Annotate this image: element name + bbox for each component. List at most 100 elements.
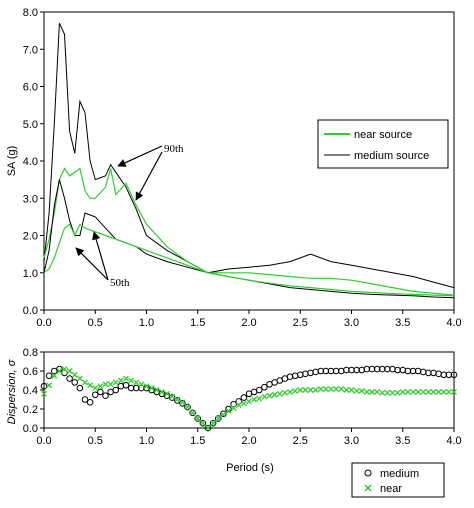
near-dispersion-point xyxy=(440,388,447,395)
near-dispersion-point xyxy=(451,388,457,395)
near-dispersion-point xyxy=(394,389,401,396)
near-dispersion-point xyxy=(164,390,170,397)
near-dispersion-point xyxy=(107,381,114,388)
legend-near-label: near source xyxy=(354,129,412,141)
medium-dispersion-point xyxy=(91,391,99,399)
x-tick-label: 3.0 xyxy=(344,317,359,329)
near-dispersion-point xyxy=(410,388,416,395)
annotation-50th: 50th xyxy=(110,277,130,289)
near-dispersion-point xyxy=(87,382,94,389)
near-dispersion-point xyxy=(102,381,109,388)
medium-dispersion-point xyxy=(102,392,109,400)
near-dispersion-point xyxy=(61,366,68,373)
x-tick-label: 0.5 xyxy=(88,317,103,329)
x-tick-label: 3.0 xyxy=(344,435,359,447)
near-dispersion-point xyxy=(148,385,155,392)
near-dispersion-point xyxy=(317,386,324,393)
near-dispersion-point xyxy=(46,382,53,389)
medium-dispersion-point xyxy=(81,396,89,403)
x-tick-label: 1.5 xyxy=(190,317,205,329)
near-dispersion-point xyxy=(240,400,247,407)
medium-dispersion-point xyxy=(255,386,263,394)
near-source-50th-line xyxy=(43,223,455,297)
near-dispersion-point xyxy=(297,387,304,393)
legend-near-marker xyxy=(364,484,372,492)
medium-dispersion-point xyxy=(45,372,53,380)
near-dispersion-point xyxy=(133,379,140,386)
near-dispersion-point xyxy=(76,375,83,382)
medium-dispersion-point xyxy=(40,382,48,390)
legend-box xyxy=(351,462,445,498)
medium-dispersion-point xyxy=(97,388,104,396)
near-dispersion-point xyxy=(143,383,150,390)
near-dispersion-point xyxy=(179,399,186,406)
y-tick-label: 2.0 xyxy=(23,231,38,243)
near-dispersion-point xyxy=(128,377,135,384)
near-dispersion-point xyxy=(92,385,99,392)
sa-series xyxy=(43,22,455,299)
dispersion-legend: medium near xyxy=(351,462,445,498)
y-tick-label: 7.0 xyxy=(23,44,38,56)
near-dispersion-point xyxy=(230,405,237,412)
medium-dispersion-point xyxy=(240,394,248,401)
near-dispersion-point xyxy=(328,386,334,393)
medium-dispersion-point xyxy=(189,409,196,417)
dispersion-y-ticks: 0.0 0.2 0.4 0.6 0.8 xyxy=(23,347,44,435)
x-tick-label: 4.0 xyxy=(446,317,461,329)
dispersion-y-axis-label: Dispersion, σ xyxy=(6,359,18,424)
near-dispersion-point xyxy=(420,388,427,395)
near-dispersion-point xyxy=(322,386,329,393)
x-tick-label: 0.5 xyxy=(88,435,103,447)
near-dispersion-point xyxy=(276,390,283,397)
near-dispersion-point xyxy=(435,388,442,395)
near-dispersion-point xyxy=(66,368,73,374)
near-dispersion-point xyxy=(307,387,314,393)
near-dispersion-point xyxy=(112,379,119,386)
near-dispersion-point xyxy=(251,396,258,403)
near-dispersion-point xyxy=(261,393,268,400)
dispersion-series xyxy=(40,365,458,432)
y-tick-label: 3.0 xyxy=(23,193,38,205)
legend-medium-marker xyxy=(364,469,372,477)
annotation-90th: 90th xyxy=(164,143,184,155)
medium-dispersion-point xyxy=(112,386,120,394)
near-dispersion-point xyxy=(302,387,309,393)
near-dispersion-point xyxy=(225,407,232,414)
near-dispersion-point xyxy=(246,398,252,405)
near-dispersion-point xyxy=(82,379,88,386)
near-dispersion-point xyxy=(389,389,396,396)
x-tick-label: 1.0 xyxy=(139,317,154,329)
x-tick-label: 3.5 xyxy=(395,317,410,329)
near-dispersion-point xyxy=(210,420,217,427)
near-dispersion-point xyxy=(379,389,386,396)
near-dispersion-point xyxy=(220,411,227,418)
medium-dispersion-point xyxy=(71,379,79,386)
near-dispersion-point xyxy=(271,391,278,398)
near-dispersion-point xyxy=(71,371,78,378)
near-dispersion-point xyxy=(353,387,360,394)
y-tick-label: 0.4 xyxy=(23,385,38,397)
near-dispersion-point xyxy=(348,387,355,393)
dispersion-chart: 0.0 0.2 0.4 0.6 0.8 0.0 0.5 1.0 1.5 2.0 2.5 3.0 3.5… xyxy=(6,347,462,498)
near-dispersion-point xyxy=(169,393,176,400)
x-tick-label: 2.5 xyxy=(293,317,308,329)
medium-dispersion-point xyxy=(76,384,84,392)
y-tick-label: 4.0 xyxy=(23,156,38,168)
x-tick-label: 4.0 xyxy=(446,435,461,447)
near-dispersion-point xyxy=(189,409,196,416)
arrow-50th-a xyxy=(75,247,109,281)
arrow-90th-a xyxy=(117,145,163,167)
sa-legend: near source medium source xyxy=(317,119,449,169)
legend-medium-label: medium source xyxy=(354,150,429,162)
percentile-annotations: 90th 50th xyxy=(75,143,184,289)
y-tick-label: 0.2 xyxy=(23,404,38,416)
near-dispersion-point xyxy=(256,395,263,402)
near-dispersion-point xyxy=(199,420,206,427)
near-dispersion-point xyxy=(358,387,365,394)
near-dispersion-point xyxy=(194,415,201,422)
near-dispersion-point xyxy=(174,396,181,403)
x-tick-label: 0.0 xyxy=(36,435,51,447)
near-dispersion-point xyxy=(404,388,411,395)
legend-medium-label: medium xyxy=(380,468,419,480)
